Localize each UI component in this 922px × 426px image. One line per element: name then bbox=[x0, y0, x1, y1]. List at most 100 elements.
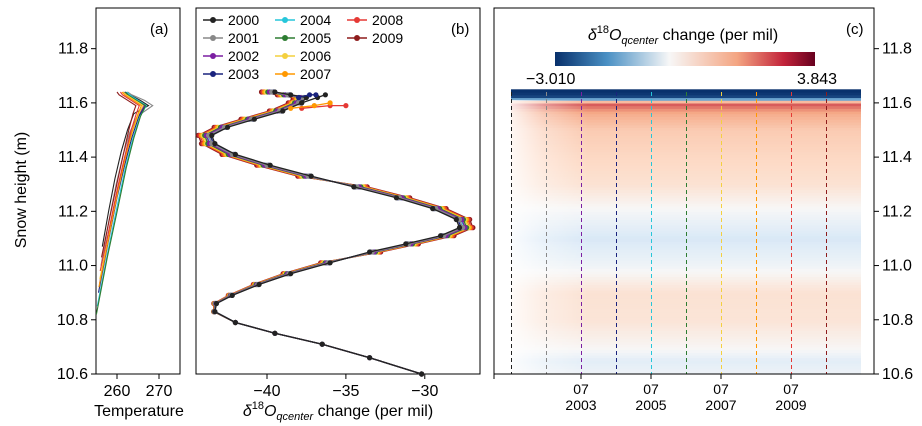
panel-b-series-point bbox=[319, 341, 325, 347]
panel-c-xtick-month: 07 bbox=[783, 381, 799, 397]
panel-c-ytick-label: 10.6 bbox=[882, 366, 913, 383]
panel-b-tail-point bbox=[311, 103, 317, 109]
colorbar-title: δ18Oqcenter change (per mil) bbox=[588, 24, 778, 47]
panel-b-series-point bbox=[351, 184, 357, 190]
panel-b-series-point bbox=[229, 292, 235, 298]
legend-entry-label: 2000 bbox=[228, 12, 259, 28]
panel-b-xlabel-delta: δ bbox=[243, 403, 253, 420]
panel-c-xtick-year: 2009 bbox=[775, 397, 806, 413]
panel-c-heat-fade bbox=[511, 100, 861, 374]
panel-a-ytick-label: 11.6 bbox=[58, 95, 88, 112]
legend-entry-label: 2007 bbox=[300, 66, 331, 82]
panel-c-year-lines bbox=[511, 92, 827, 374]
panel-b-series-line bbox=[210, 91, 461, 375]
panel-a-temperature: (a) 10.610.811.011.211.411.611.8 260 270 … bbox=[13, 7, 184, 420]
panel-b-tail-point bbox=[296, 94, 302, 101]
panel-b-series-point bbox=[367, 249, 373, 255]
panel-b-tail-point bbox=[327, 100, 333, 106]
panel-a-ytick-label: 11.2 bbox=[58, 203, 88, 220]
panel-b-tail-point bbox=[313, 92, 319, 98]
panel-b-xtick-label: −40 bbox=[253, 383, 280, 400]
panel-c-right-y-ticks: 10.6 10.8 11.0 11.2 11.4 11.6 11.8 bbox=[874, 41, 913, 383]
panel-b-xlabel-sub: qcenter bbox=[276, 411, 314, 423]
panel-a-x-ticks: 260 270 bbox=[104, 374, 173, 400]
panel-a-label: (a) bbox=[150, 21, 168, 38]
legend-swatch-marker bbox=[210, 71, 216, 77]
legend-entry-label: 2004 bbox=[300, 12, 331, 28]
panel-b-xlabel: δ18Oqcenter change (per mil) bbox=[243, 400, 433, 423]
panel-b-series-point bbox=[288, 271, 294, 277]
colorbar-title-sub: qcenter bbox=[621, 35, 659, 47]
panel-b-xtick-label: −30 bbox=[411, 383, 438, 400]
panel-b-series-line bbox=[205, 91, 466, 375]
panel-b-series-point bbox=[430, 206, 436, 212]
panel-b-series-point bbox=[367, 355, 373, 361]
panel-b-series-point bbox=[212, 141, 218, 147]
panel-c-ytick-label: 11.6 bbox=[882, 95, 912, 112]
colorbar-title-rest: change (per mil) bbox=[658, 27, 778, 44]
panel-a-series-line bbox=[100, 91, 137, 258]
panel-b-series-point bbox=[327, 260, 333, 266]
panel-b-tail-point bbox=[299, 100, 305, 106]
panel-b-series-point bbox=[272, 89, 278, 95]
panel-b-series-point bbox=[272, 330, 278, 336]
legend-swatch-marker bbox=[282, 71, 288, 77]
colorbar-title-delta: δ bbox=[588, 27, 598, 44]
panel-c-ytick-label: 11.0 bbox=[882, 258, 912, 275]
panel-b-xlabel-rest: change (per mil) bbox=[313, 403, 433, 420]
panel-a-ytick-label: 11.4 bbox=[58, 149, 88, 166]
panel-b-series-point bbox=[232, 319, 238, 326]
colorbar-title-sup: 18 bbox=[597, 24, 609, 36]
panel-a-series-line bbox=[96, 91, 148, 307]
panel-c-xtick-month: 07 bbox=[643, 381, 659, 397]
panel-b-series-line bbox=[209, 91, 462, 375]
panel-b-series-point bbox=[393, 195, 399, 201]
y-axis-label: Snow height (m) bbox=[13, 132, 30, 249]
panel-b-series-point bbox=[403, 241, 409, 247]
legend-swatch-marker bbox=[210, 53, 216, 59]
panel-b-series-line bbox=[202, 91, 470, 375]
panel-b-series-point bbox=[308, 173, 314, 179]
panel-b-tail-point bbox=[288, 105, 294, 111]
panel-b-series-point bbox=[453, 216, 459, 223]
panel-b-series-point bbox=[288, 92, 294, 98]
panel-b-series-point bbox=[232, 151, 238, 157]
panel-a-ytick-label: 10.8 bbox=[57, 312, 88, 329]
colorbar-max-label: 3.843 bbox=[797, 71, 837, 88]
panel-a-y-ticks: 10.6 10.8 11.0 11.2 11.4 11.6 11.8 bbox=[57, 41, 96, 383]
panel-c-xtick-year: 2005 bbox=[635, 397, 666, 413]
panel-a-ytick-label: 11.8 bbox=[58, 41, 88, 58]
panel-b-d18o-profile: (b) −40 −35 −30 20002001200220032004200520… bbox=[195, 7, 481, 423]
panel-b-series-point bbox=[280, 108, 286, 114]
panel-c-xtick-year: 2007 bbox=[705, 397, 736, 413]
panel-a-series-line bbox=[99, 91, 140, 272]
panel-b-series-point bbox=[438, 233, 444, 239]
panel-c-ytick-label: 11.2 bbox=[882, 203, 912, 220]
panel-a-series-line bbox=[95, 91, 147, 315]
panel-b-series-line bbox=[207, 91, 464, 375]
panel-c-heatmap: (c) δ18Oqcenter change (per mil) −3.010 … bbox=[493, 7, 913, 413]
panel-b-series-line bbox=[197, 91, 474, 375]
panel-b-series-line bbox=[203, 91, 468, 375]
panel-b-tail-point bbox=[343, 103, 349, 109]
legend-swatch-marker bbox=[282, 53, 288, 59]
legend-swatch-marker bbox=[354, 35, 360, 41]
panel-b-series-point bbox=[256, 281, 262, 288]
panel-b-tail-point bbox=[307, 92, 313, 98]
panel-b-series-line bbox=[199, 91, 473, 375]
legend-entry-label: 2001 bbox=[228, 30, 259, 46]
panel-b-series-point bbox=[209, 132, 215, 138]
panel-a-xtick-label: 270 bbox=[146, 383, 173, 400]
panel-a-ytick-label: 11.0 bbox=[58, 258, 88, 275]
panel-b-series bbox=[195, 89, 476, 377]
legend-swatch-marker bbox=[282, 17, 288, 23]
panel-b-series-point bbox=[213, 300, 220, 307]
panel-a-xlabel: Temperature bbox=[94, 403, 184, 420]
panel-a-series-line bbox=[98, 91, 143, 288]
panel-b-series-point bbox=[267, 162, 273, 168]
panel-b-series-point bbox=[212, 309, 218, 315]
panel-b-series-point bbox=[225, 124, 231, 130]
panel-c-label: (c) bbox=[846, 21, 864, 38]
legend-swatch-marker bbox=[210, 17, 216, 23]
